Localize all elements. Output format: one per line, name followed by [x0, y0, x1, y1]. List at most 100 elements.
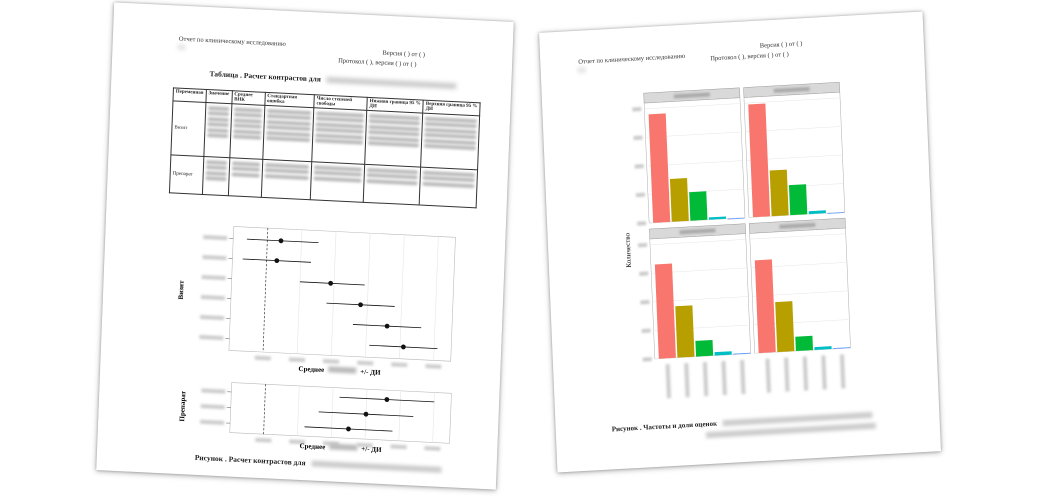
bar — [675, 305, 695, 358]
x-tick-label — [740, 359, 746, 395]
report-header-version: Версия ( ) от ( ) — [759, 40, 803, 50]
tick-label — [390, 444, 407, 450]
y-tick-label — [632, 107, 642, 112]
bar — [833, 347, 851, 349]
group-visit: Визит — [170, 100, 206, 157]
tick-label — [357, 360, 374, 366]
tick-label — [391, 362, 408, 368]
bar — [654, 263, 676, 359]
grid-line — [432, 392, 435, 443]
grid-line — [749, 233, 846, 240]
y-tick-label — [635, 192, 646, 198]
bar — [748, 103, 771, 218]
bar — [827, 212, 845, 214]
reference-line — [263, 384, 266, 435]
mean-point — [346, 426, 351, 432]
facet-strip-label — [673, 92, 710, 99]
report-page-frequencies: Отчет по клиническому исследованию ( ) В… — [539, 11, 941, 473]
tick-label — [255, 437, 272, 443]
x-tick-label — [802, 356, 809, 391]
redacted-label — [328, 366, 357, 374]
group-drug: Препарат — [169, 154, 204, 195]
forest-plot-visit: Визит Среднее +/- ДИ — [177, 226, 456, 377]
facet-strip-label — [779, 222, 816, 229]
grid-line — [399, 234, 405, 359]
mean-point — [400, 344, 406, 350]
grid-line — [650, 239, 746, 245]
grid-line — [433, 236, 439, 361]
grid-line — [365, 233, 371, 358]
category-label — [200, 314, 225, 321]
category-label — [200, 404, 225, 410]
mean-point — [384, 397, 390, 402]
tick-label — [424, 446, 441, 451]
report-header-placeholder: ( ) — [178, 43, 185, 51]
y-tick-label — [634, 164, 644, 169]
bar — [754, 259, 776, 354]
frequency-facet-chart: Количество — [624, 82, 851, 399]
report-header-title: Отчет по клиническому исследованию — [178, 35, 286, 48]
x-tick-label — [821, 355, 827, 390]
plot-ylabel: Препарат — [178, 390, 187, 422]
category-label — [201, 274, 226, 281]
bar — [689, 191, 708, 221]
bar — [788, 184, 808, 216]
report-header-title: Отчет по клиническому исследованию — [578, 52, 686, 66]
tick-label — [254, 355, 271, 361]
col-value: Значение — [205, 89, 232, 104]
bar — [769, 169, 789, 217]
forest-plot-drug: Препарат Среднее +/- ДИ — [178, 382, 452, 454]
grid-line — [644, 103, 741, 110]
bar — [708, 216, 727, 220]
grid-line — [296, 229, 303, 354]
plot-xlabel-suffix: +/- ДИ — [361, 445, 382, 454]
mean-point — [358, 302, 363, 308]
plot-xlabel: Среднее — [299, 442, 325, 451]
y-tick-label — [640, 300, 650, 305]
category-label — [200, 419, 225, 425]
report-page-contrasts: Отчет по клиническому исследованию ( ) В… — [96, 2, 514, 490]
y-tick-label — [641, 328, 651, 334]
x-tick-label — [839, 354, 846, 389]
report-header-protocol: Протокол ( ), версия ( ) от ( ) — [710, 51, 789, 63]
bar — [727, 217, 745, 220]
bar — [695, 339, 714, 357]
x-tick-label — [765, 358, 771, 393]
tick-label — [322, 359, 340, 364]
x-tick-label — [702, 362, 709, 397]
bar — [808, 210, 826, 215]
report-header-version: Версия ( ) от ( ) — [382, 49, 426, 59]
reference-line — [262, 228, 269, 353]
mean-point — [363, 411, 369, 417]
bar — [733, 352, 751, 355]
mean-point — [384, 323, 390, 329]
plot-xlabel-suffix: +/- ДИ — [360, 368, 381, 377]
redacted-label — [329, 443, 358, 451]
table-title: Таблица . Расчет контрастов для — [209, 69, 457, 90]
bar — [814, 346, 832, 350]
plot-panel — [228, 226, 456, 362]
mean-point — [328, 280, 334, 286]
mean-point — [274, 258, 280, 264]
plot-ylabel: Визит — [177, 280, 186, 300]
y-tick-label — [642, 357, 652, 362]
facet-strip-label — [679, 228, 716, 235]
contrasts-table: Переменная Значение Среднее ВНК Стандарт… — [169, 87, 481, 208]
grid-line — [744, 97, 841, 104]
plot-xlabel: Среднее — [298, 365, 324, 374]
report-header-placeholder: ( ) — [578, 66, 585, 74]
bar — [714, 351, 732, 356]
mean-point — [278, 238, 284, 244]
category-label — [203, 235, 228, 241]
y-tick-label — [637, 242, 648, 248]
category-label — [200, 294, 226, 301]
bar — [795, 335, 814, 352]
y-tick-label — [633, 135, 643, 141]
category-label — [199, 334, 224, 341]
category-label — [201, 388, 226, 394]
report-header-protocol: Протокол ( ), версия ( ) от ( ) — [337, 57, 417, 69]
chart-ylabel: Количество — [624, 232, 633, 268]
x-tick-label — [784, 357, 790, 392]
y-tick-label — [637, 221, 647, 226]
bar — [669, 178, 689, 222]
